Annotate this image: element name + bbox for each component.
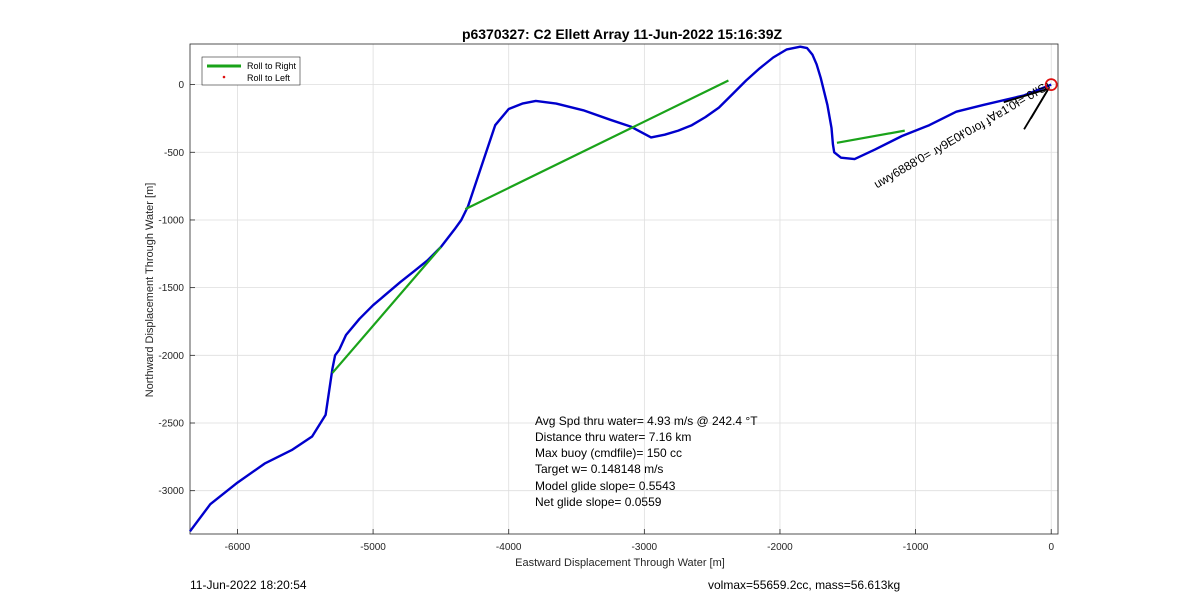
x-tick-label: -2000: [767, 542, 793, 553]
x-tick-label: -1000: [903, 542, 929, 553]
y-axis-label: Northward Displacement Through Water [m]: [144, 183, 156, 398]
x-axis-label: Eastward Displacement Through Water [m]: [515, 557, 725, 569]
legend-box: [201, 56, 301, 86]
x-tick-label: -4000: [496, 542, 522, 553]
chart-title: p6370327: C2 Ellett Array 11-Jun-2022 15…: [462, 26, 783, 42]
roll-right-segment: [836, 129, 905, 144]
y-tick-label: -1000: [158, 215, 184, 226]
direction-ray: [1030, 88, 1050, 119]
track-line: [189, 45, 1052, 533]
annotation-max-buoy: Max buoy (cmdfile)= 150 cc: [535, 446, 682, 460]
legend-entry-roll-right: Roll to Right: [247, 61, 297, 71]
direction-ray: [1003, 87, 1049, 104]
y-tick-label: 0: [178, 80, 184, 91]
rotated-annotation: uwy6888'0= ɹy9E0ɬ'0ɹoɟ ɟ∀ɐ1'0ɬ= 0ɬ'Sɹ: [871, 78, 1052, 191]
annotation-model-glide: Model glide slope= 0.5543: [535, 479, 676, 493]
x-tick-label: -5000: [360, 542, 386, 553]
plot-area: [189, 43, 1059, 535]
roll-right-segment: [331, 246, 442, 374]
x-tick-label: -6000: [225, 542, 251, 553]
markers: [1003, 78, 1058, 130]
roll-right-segment: [464, 79, 729, 211]
grid: [190, 44, 1058, 534]
annotation-net-glide: Net glide slope= 0.0559: [535, 495, 662, 509]
x-tick-label: 0: [1048, 542, 1054, 553]
y-tick-label: -2500: [158, 419, 184, 430]
annotation-target-w: Target w= 0.148148 m/s: [535, 462, 663, 476]
y-tick-label: -1500: [158, 283, 184, 294]
stats-annotations: Avg Spd thru water= 4.93 m/s @ 242.4 °T …: [535, 414, 758, 509]
axis-ticks: -6000 -5000 -4000 -3000 -2000 -1000 0-3000-250…: [158, 80, 1054, 553]
y-tick-label: -2000: [158, 351, 184, 362]
legend-swatch-roll-left: [222, 75, 226, 79]
annotation-avg-speed: Avg Spd thru water= 4.93 m/s @ 242.4 °T: [535, 414, 758, 428]
end-marker: [1044, 78, 1058, 92]
legend: Roll to Right Roll to Left: [201, 56, 301, 86]
y-tick-label: -3000: [158, 486, 184, 497]
legend-entry-roll-left: Roll to Left: [247, 73, 291, 83]
series: [189, 45, 1052, 533]
y-tick-label: -500: [164, 148, 184, 159]
footer-stats: volmax=55659.2cc, mass=56.613kg: [708, 578, 900, 592]
x-tick-label: -3000: [632, 542, 658, 553]
footer-timestamp: 11-Jun-2022 18:20:54: [190, 578, 307, 592]
annotation-distance: Distance thru water= 7.16 km: [535, 430, 691, 444]
